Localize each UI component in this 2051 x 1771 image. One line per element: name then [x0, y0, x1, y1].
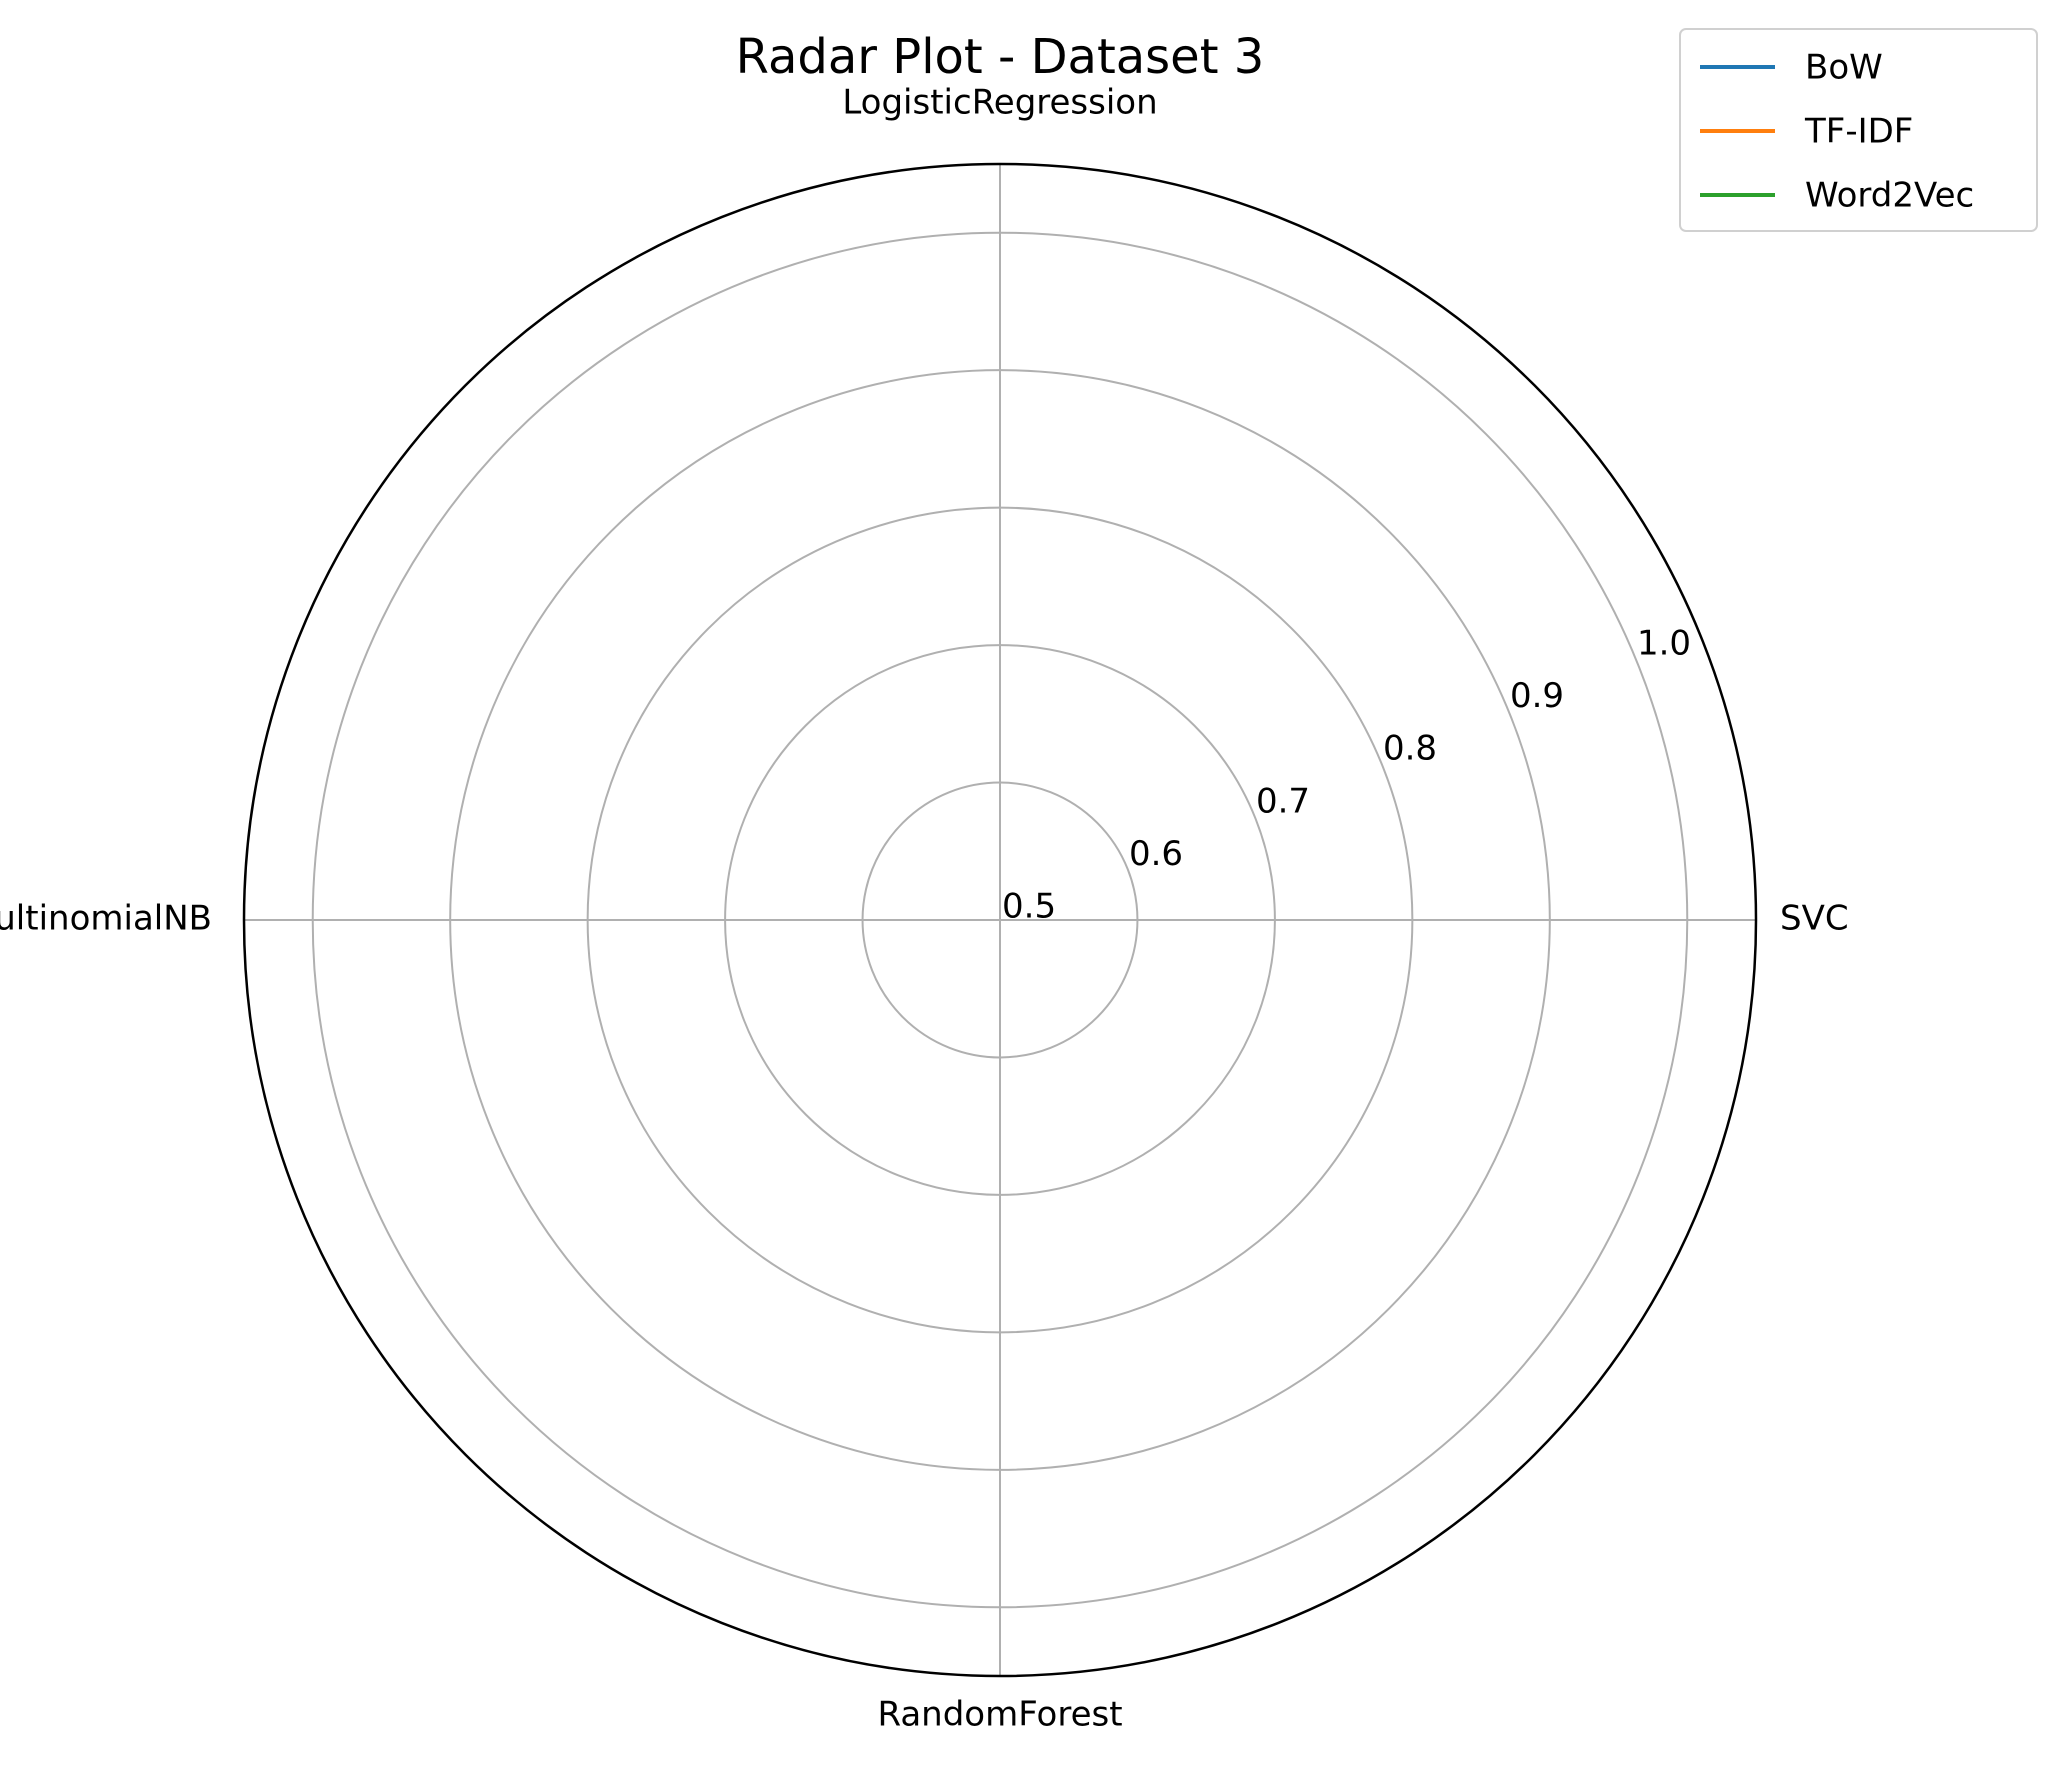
category-label: SVC	[1780, 899, 1849, 939]
r-tick-label: 0.5	[1002, 887, 1056, 927]
legend-label: TF-IDF	[1804, 112, 1913, 152]
category-label: MultinomialNB	[0, 899, 212, 939]
r-tick-label: 1.0	[1637, 623, 1691, 663]
r-tick-label: 0.9	[1510, 676, 1564, 716]
outer-frame	[242, 162, 1758, 1678]
r-tick-label: 0.7	[1256, 781, 1310, 821]
legend-box	[1679, 28, 2038, 232]
legend-label: BoW	[1805, 48, 1883, 88]
category-label: LogisticRegression	[842, 83, 1157, 123]
legend-label: Word2Vec	[1805, 176, 1974, 216]
r-tick-label: 0.8	[1383, 729, 1437, 769]
r-tick-label: 0.6	[1129, 834, 1183, 874]
category-label: RandomForest	[877, 1695, 1122, 1735]
chart-title: Radar Plot - Dataset 3	[736, 29, 1265, 85]
